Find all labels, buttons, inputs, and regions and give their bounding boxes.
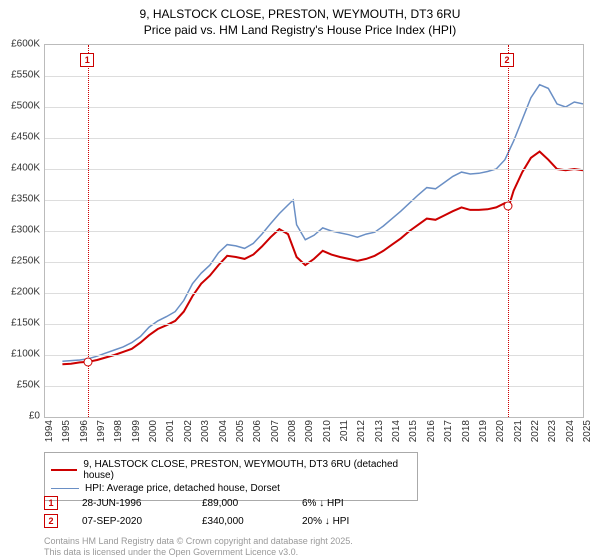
chart-container: 9, HALSTOCK CLOSE, PRESTON, WEYMOUTH, DT… <box>0 0 600 560</box>
y-tick-label: £600K <box>0 39 40 50</box>
gridline <box>45 386 583 387</box>
x-tick-label: 2000 <box>148 420 159 450</box>
legend-swatch <box>51 469 77 471</box>
gridline <box>45 138 583 139</box>
footer: Contains HM Land Registry data © Crown c… <box>44 536 353 558</box>
y-tick-label: £100K <box>0 349 40 360</box>
x-tick-label: 2009 <box>304 420 315 450</box>
x-tick-label: 2021 <box>513 420 524 450</box>
gridline <box>45 231 583 232</box>
y-tick-label: £300K <box>0 225 40 236</box>
gridline <box>45 107 583 108</box>
sales-row-marker: 1 <box>44 496 58 510</box>
legend-row: HPI: Average price, detached house, Dors… <box>51 483 411 494</box>
x-tick-label: 2007 <box>270 420 281 450</box>
sales-row-date: 07-SEP-2020 <box>82 516 202 527</box>
x-tick-label: 2024 <box>565 420 576 450</box>
x-tick-label: 1999 <box>131 420 142 450</box>
x-tick-label: 2013 <box>374 420 385 450</box>
gridline <box>45 169 583 170</box>
title-line1: 9, HALSTOCK CLOSE, PRESTON, WEYMOUTH, DT… <box>0 6 600 22</box>
x-tick-label: 1995 <box>61 420 72 450</box>
x-tick-label: 2002 <box>183 420 194 450</box>
legend-label: HPI: Average price, detached house, Dors… <box>85 483 280 494</box>
x-tick-label: 2001 <box>165 420 176 450</box>
y-tick-label: £550K <box>0 70 40 81</box>
x-tick-label: 1996 <box>79 420 90 450</box>
sales-row-vs-hpi: 20% ↓ HPI <box>302 516 422 527</box>
x-tick-label: 1997 <box>96 420 107 450</box>
sales-row-date: 28-JUN-1996 <box>82 498 202 509</box>
chart-plot-area <box>44 44 584 418</box>
y-tick-label: £400K <box>0 163 40 174</box>
gridline <box>45 200 583 201</box>
legend-label: 9, HALSTOCK CLOSE, PRESTON, WEYMOUTH, DT… <box>83 459 411 481</box>
gridline <box>45 262 583 263</box>
callout-box: 1 <box>80 53 94 67</box>
footer-line2: This data is licensed under the Open Gov… <box>44 547 353 558</box>
x-tick-label: 2025 <box>582 420 593 450</box>
x-tick-label: 2014 <box>391 420 402 450</box>
callout-vline <box>508 45 509 417</box>
series-price_paid <box>62 152 583 365</box>
x-tick-label: 2018 <box>461 420 472 450</box>
x-tick-label: 2019 <box>478 420 489 450</box>
sale-point-marker <box>84 357 93 366</box>
x-tick-label: 2023 <box>547 420 558 450</box>
legend-row: 9, HALSTOCK CLOSE, PRESTON, WEYMOUTH, DT… <box>51 459 411 481</box>
series-hpi <box>62 85 583 362</box>
footer-line1: Contains HM Land Registry data © Crown c… <box>44 536 353 547</box>
y-tick-label: £0 <box>0 411 40 422</box>
x-tick-label: 2006 <box>252 420 263 450</box>
gridline <box>45 355 583 356</box>
y-tick-label: £200K <box>0 287 40 298</box>
x-tick-label: 2004 <box>218 420 229 450</box>
y-tick-label: £500K <box>0 101 40 112</box>
x-tick-label: 2012 <box>356 420 367 450</box>
x-tick-label: 2005 <box>235 420 246 450</box>
title-block: 9, HALSTOCK CLOSE, PRESTON, WEYMOUTH, DT… <box>0 0 600 38</box>
sales-row-price: £340,000 <box>202 516 302 527</box>
y-tick-label: £350K <box>0 194 40 205</box>
sales-row-vs-hpi: 6% ↓ HPI <box>302 498 422 509</box>
sales-row-marker: 2 <box>44 514 58 528</box>
gridline <box>45 76 583 77</box>
sales-row: 2 07-SEP-2020£340,00020% ↓ HPI <box>44 512 422 530</box>
x-tick-label: 2011 <box>339 420 350 450</box>
sales-row-price: £89,000 <box>202 498 302 509</box>
x-tick-label: 2015 <box>408 420 419 450</box>
sale-point-marker <box>504 202 513 211</box>
y-tick-label: £450K <box>0 132 40 143</box>
sales-table: 1 28-JUN-1996£89,0006% ↓ HPI 2 07-SEP-2020£… <box>44 494 422 530</box>
x-tick-label: 1998 <box>113 420 124 450</box>
x-tick-label: 2017 <box>443 420 454 450</box>
x-tick-label: 2020 <box>495 420 506 450</box>
x-tick-label: 2008 <box>287 420 298 450</box>
sales-row: 1 28-JUN-1996£89,0006% ↓ HPI <box>44 494 422 512</box>
x-tick-label: 2010 <box>322 420 333 450</box>
callout-box: 2 <box>500 53 514 67</box>
x-tick-label: 2016 <box>426 420 437 450</box>
gridline <box>45 293 583 294</box>
gridline <box>45 324 583 325</box>
legend-swatch <box>51 488 79 489</box>
x-tick-label: 2022 <box>530 420 541 450</box>
y-tick-label: £250K <box>0 256 40 267</box>
y-tick-label: £150K <box>0 318 40 329</box>
x-tick-label: 1994 <box>44 420 55 450</box>
x-tick-label: 2003 <box>200 420 211 450</box>
title-line2: Price paid vs. HM Land Registry's House … <box>0 22 600 38</box>
y-tick-label: £50K <box>0 380 40 391</box>
